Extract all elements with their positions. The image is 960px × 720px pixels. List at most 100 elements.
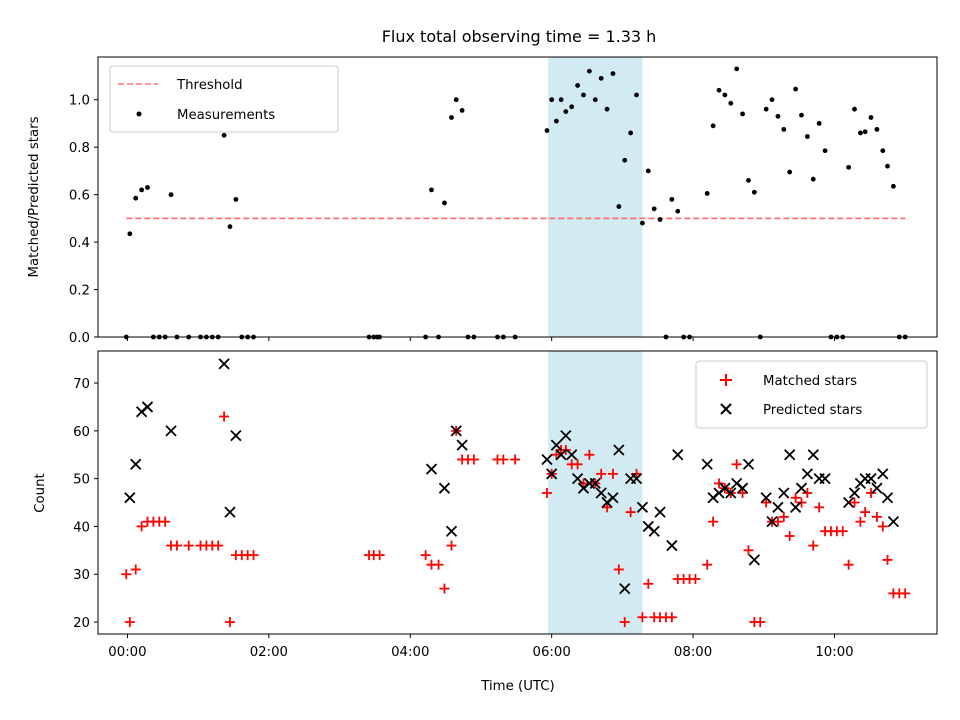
predicted-star-point — [881, 492, 894, 504]
measurement-point — [221, 132, 227, 138]
matched-star-point — [248, 550, 259, 561]
bottom-y-tick-label: 60 — [73, 425, 90, 440]
bottom-y-tick-label: 50 — [73, 473, 90, 488]
matched-star-point — [596, 468, 607, 479]
bottom-legend-box — [695, 360, 928, 429]
matched-star-point — [877, 521, 888, 532]
measurement-point — [549, 97, 555, 103]
legend-measurements-swatch — [136, 111, 142, 117]
matched-star-point — [837, 526, 848, 537]
measurement-point — [862, 129, 868, 135]
matched-star-point — [849, 497, 860, 508]
bottom-panel: 20 30 40 50 60 70 00:00 02:00 04:00 06:00 08:00 10… — [33, 350, 938, 694]
bottom-x-tick-label: 08:00 — [674, 645, 712, 660]
matched-star-point — [551, 449, 562, 460]
predicted-star-point — [566, 449, 578, 461]
matched-star-point — [171, 540, 182, 551]
measurement-point — [622, 157, 628, 163]
bottom-plot-frame — [97, 350, 938, 635]
measurement-point — [775, 113, 781, 119]
measurement-point — [640, 220, 645, 226]
bottom-y-axis-label: Count — [33, 473, 48, 513]
matched-star-point — [860, 507, 871, 518]
measurement-point — [710, 123, 716, 129]
measurement-point — [586, 68, 592, 74]
predicted-star-point — [772, 501, 784, 513]
top-y-axis-label: Matched/Predicted stars — [27, 116, 42, 277]
predicted-star-point — [595, 487, 607, 499]
measurement-point — [816, 121, 822, 126]
predicted-star-point — [801, 468, 814, 480]
matched-star-point — [808, 540, 819, 551]
matched-star-point — [637, 612, 648, 623]
matched-star-point — [439, 583, 450, 594]
matched-star-point — [446, 540, 457, 551]
matched-star-point — [778, 511, 789, 522]
measurement-point — [651, 206, 657, 212]
measurement-point — [598, 75, 604, 81]
predicted-star-point — [865, 473, 877, 485]
matched-star-point — [584, 449, 595, 460]
top-y-tick-label: 0.6 — [69, 189, 90, 204]
matched-star-point — [613, 564, 624, 575]
measurement-point — [793, 86, 798, 92]
predicted-star-point — [725, 487, 737, 499]
measurement-point — [459, 107, 465, 113]
matched-star-point — [702, 559, 713, 570]
matched-star-point — [124, 617, 135, 628]
measurement-point — [885, 163, 890, 169]
matched-star-point — [643, 578, 654, 589]
bottom-legend: Matched stars Predicted stars — [695, 360, 928, 429]
predicted-star-point — [648, 525, 660, 537]
top-x-ticks — [126, 337, 835, 341]
predicted-star-point — [807, 449, 819, 461]
bottom-x-ticks: 00:00 02:00 04:00 06:00 08:00 10:00 — [108, 634, 854, 660]
predicted-star-point — [450, 425, 462, 437]
measurement-point — [769, 97, 775, 103]
measurement-point — [734, 66, 740, 72]
measurement-point — [581, 92, 586, 98]
measurement-point — [145, 185, 150, 190]
measurement-point — [728, 100, 734, 106]
predicted-star-point — [124, 492, 136, 504]
measurement-point — [822, 148, 828, 154]
measurement-point — [716, 87, 722, 93]
measurement-point — [127, 231, 133, 237]
matched-star-point — [498, 454, 509, 465]
predicted-star-point — [607, 492, 619, 504]
predicted-star-point — [546, 468, 558, 480]
bottom-x-tick-label: 06:00 — [533, 645, 571, 660]
measurement-point — [227, 224, 233, 230]
legend-predicted-label: Predicted stars — [763, 403, 862, 418]
matched-star-point — [743, 545, 754, 556]
measurement-point — [810, 176, 816, 182]
matched-star-point — [578, 478, 589, 489]
chart-title: Flux total observing time = 1.33 h — [382, 27, 657, 46]
bottom-x-tick-label: 02:00 — [250, 645, 288, 660]
matched-star-point — [160, 516, 171, 527]
matched-star-point — [882, 554, 893, 565]
measurement-point — [449, 115, 454, 120]
predicted-star-point — [784, 449, 796, 461]
predicted-star-point — [438, 482, 451, 494]
top-y-tick-label: 1.0 — [69, 94, 90, 109]
predicted-star-point — [654, 506, 666, 518]
bottom-y-tick-label: 70 — [73, 377, 90, 392]
matched-star-point — [121, 569, 132, 580]
predicted-star-point — [589, 477, 601, 490]
predicted-star-point — [218, 358, 230, 370]
predicted-star-point — [789, 501, 802, 513]
legend-measurements-label: Measurements — [177, 108, 275, 123]
measurement-point — [558, 97, 564, 103]
predicted-star-point — [550, 439, 563, 451]
bottom-y-tick-label: 40 — [73, 520, 90, 535]
legend-predicted-swatch — [720, 403, 732, 415]
matched-star-point — [541, 487, 552, 498]
predicted-star-point — [541, 453, 553, 466]
matched-star-point — [855, 516, 866, 527]
top-y-tick-label: 0.0 — [69, 331, 90, 346]
matched-star-point — [631, 468, 642, 479]
top-y-ticks: 0.0 0.2 0.4 0.6 0.8 1.0 — [69, 94, 98, 346]
measurement-point — [799, 112, 804, 118]
bottom-y-ticks: 20 30 40 50 60 70 — [73, 377, 98, 631]
